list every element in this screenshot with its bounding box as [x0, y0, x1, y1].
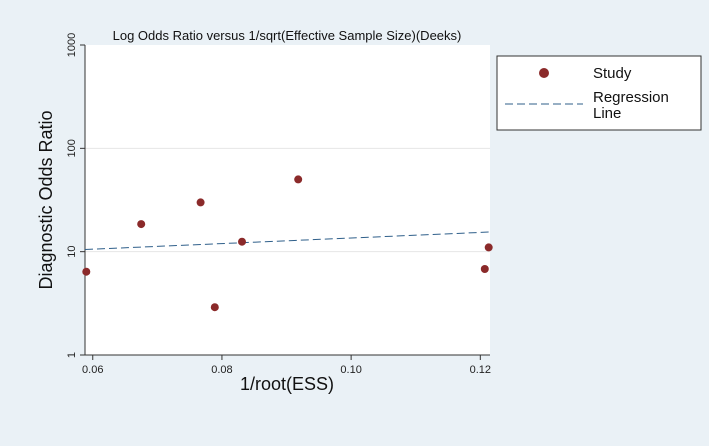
legend-box: [496, 55, 702, 131]
series-layer: [82, 175, 493, 312]
y-axis-ticks: 1 10 100 1000: [66, 33, 85, 358]
study-point: [82, 267, 91, 276]
x-axis-ticks: 0.06 0.08 0.10 0.12: [82, 355, 491, 376]
legend-regression-label-line1: Regression: [593, 89, 669, 106]
study-point: [196, 198, 205, 207]
x-axis-title: 1/root(ESS): [240, 374, 334, 394]
legend-study-label: Study: [593, 65, 632, 82]
x-tick-label: 0.10: [340, 364, 361, 376]
y-tick-label: 1: [66, 352, 78, 358]
study-point: [238, 237, 246, 246]
x-tick-label: 0.12: [470, 364, 491, 376]
study-point: [480, 265, 489, 273]
study-point: [137, 220, 146, 229]
study-point: [294, 175, 303, 184]
y-tick-label: 100: [66, 139, 78, 157]
x-tick-label: 0.08: [211, 364, 232, 376]
chart-title: Log Odds Ratio versus 1/sqrt(Effective S…: [113, 28, 462, 43]
plot-area: [85, 45, 490, 355]
grid-lines: [85, 147, 490, 253]
legend: Study Regression Line: [496, 55, 702, 131]
y-axis-title: Diagnostic Odds Ratio: [36, 110, 56, 289]
legend-regression-label-line2: Line: [593, 105, 621, 122]
legend-study-marker: [539, 68, 549, 78]
y-tick-label: 10: [66, 246, 78, 258]
y-tick-label: 1000: [66, 33, 78, 57]
x-tick-label: 0.06: [82, 364, 103, 376]
regression-line: [84, 231, 491, 250]
study-point: [484, 243, 493, 252]
study-point: [210, 303, 219, 312]
